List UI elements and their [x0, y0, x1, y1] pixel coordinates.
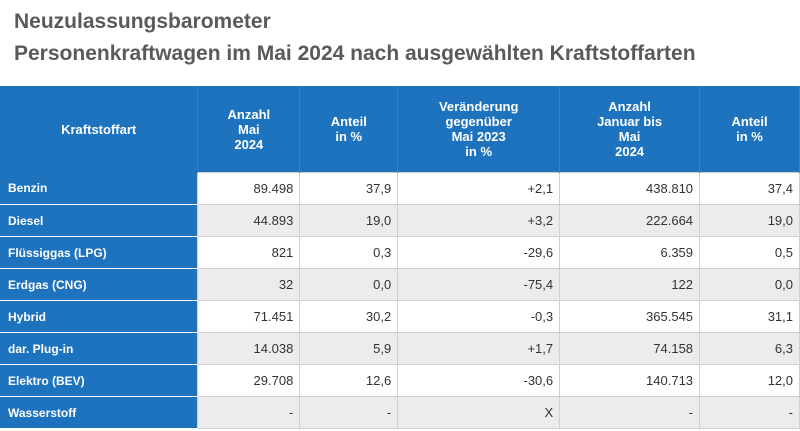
table-row: Hybrid 71.451 30,2 -0,3 365.545 31,1 — [0, 300, 800, 333]
header-line: Anzahl — [227, 106, 271, 122]
cell: - — [299, 396, 399, 429]
header-line: in % — [736, 129, 763, 144]
column-header: Anzahl Mai 2024 — [197, 86, 301, 173]
cell: 6.359 — [559, 236, 701, 269]
cell: -75,4 — [397, 268, 561, 301]
header-line: Januar bis — [597, 114, 663, 129]
table-row: Diesel 44.893 19,0 +3,2 222.664 19,0 — [0, 204, 800, 237]
column-header: Kraftstoffart — [0, 86, 199, 173]
row-label: Benzin — [0, 172, 198, 205]
cell: - — [559, 396, 701, 429]
header-line: in % — [335, 129, 363, 144]
cell: -29,6 — [397, 236, 561, 269]
column-header: Veränderung gegenüber Mai 2023 in % — [397, 86, 561, 173]
table-body: Benzin 89.498 37,9 +2,1 438.810 37,4 Diesel 44.… — [0, 172, 800, 429]
cell: 32 — [197, 268, 301, 301]
cell: 19,0 — [299, 204, 399, 237]
header-line: Anteil — [731, 114, 768, 129]
table-row: Elektro (BEV) 29.708 12,6 -30,6 140.713 12,0 — [0, 364, 800, 397]
cell: 0,0 — [699, 268, 800, 301]
cell: -0,3 — [397, 300, 561, 333]
row-label: Flüssiggas (LPG) — [0, 236, 198, 269]
cell: 140.713 — [559, 364, 701, 397]
header-line: in % — [465, 144, 493, 159]
cell: X — [397, 396, 561, 429]
table-row: Wasserstoff - - X - - — [0, 396, 800, 429]
header-line: 2024 — [615, 144, 645, 159]
cell: 19,0 — [699, 204, 800, 237]
cell: 365.545 — [559, 300, 701, 333]
cell: 5,9 — [299, 332, 399, 365]
cell: 14.038 — [197, 332, 301, 365]
cell: 74.158 — [559, 332, 701, 365]
row-label: Erdgas (CNG) — [0, 268, 198, 301]
cell: 71.451 — [197, 300, 301, 333]
cell: +3,2 — [397, 204, 561, 237]
cell: +1,7 — [397, 332, 561, 365]
cell: 821 — [197, 236, 301, 269]
row-label: Wasserstoff — [0, 396, 198, 429]
header-line: gegenüber — [445, 114, 512, 129]
cell: 438.810 — [559, 172, 701, 205]
header: Neuzulassungsbarometer Personenkraftwage… — [14, 6, 696, 70]
cell: - — [197, 396, 301, 429]
cell: +2,1 — [397, 172, 561, 205]
header-line: Mai — [618, 129, 641, 144]
table: Kraftstoffart Anzahl Mai 2024 Anteil in % Verä… — [0, 86, 800, 429]
row-label: dar. Plug-in — [0, 332, 198, 365]
cell: 31,1 — [699, 300, 800, 333]
header-line: Veränderung — [438, 99, 519, 114]
table-row: dar. Plug-in 14.038 5,9 +1,7 74.158 6,3 — [0, 332, 800, 365]
header-line: Anteil — [330, 114, 367, 129]
row-label: Hybrid — [0, 300, 198, 333]
subtitle: Personenkraftwagen im Mai 2024 nach ausg… — [14, 42, 696, 65]
cell: 89.498 — [197, 172, 301, 205]
table-row: Benzin 89.498 37,9 +2,1 438.810 37,4 — [0, 172, 800, 205]
cell: 6,3 — [699, 332, 800, 365]
cell: 37,4 — [699, 172, 800, 205]
cell: 30,2 — [299, 300, 399, 333]
cell: 0,3 — [299, 236, 399, 269]
table-row: Flüssiggas (LPG) 821 0,3 -29,6 6.359 0,5 — [0, 236, 800, 269]
cell: -30,6 — [397, 364, 561, 397]
header-line: Anzahl — [608, 99, 651, 114]
header-row: Kraftstoffart Anzahl Mai 2024 Anteil in % Verä… — [0, 86, 800, 173]
header-line: Kraftstoffart — [61, 121, 137, 137]
row-label: Diesel — [0, 204, 198, 237]
cell: 44.893 — [197, 204, 301, 237]
column-header: Anteil in % — [699, 86, 800, 173]
column-header: Anzahl Januar bis Mai 2024 — [559, 86, 701, 173]
column-header: Anteil in % — [299, 86, 399, 173]
cell: 222.664 — [559, 204, 701, 237]
header-line: 2024 — [234, 136, 264, 152]
header-line: Mai — [237, 121, 260, 137]
title: Neuzulassungsbarometer — [14, 10, 271, 33]
cell: 12,6 — [299, 364, 399, 397]
cell: 0,0 — [299, 268, 399, 301]
cell: 12,0 — [699, 364, 800, 397]
cell: 122 — [559, 268, 701, 301]
cell: 29.708 — [197, 364, 301, 397]
cell: 37,9 — [299, 172, 399, 205]
cell: - — [699, 396, 800, 429]
row-label: Elektro (BEV) — [0, 364, 198, 397]
table-row: Erdgas (CNG) 32 0,0 -75,4 122 0,0 — [0, 268, 800, 301]
header-line: Mai 2023 — [451, 129, 506, 144]
cell: 0,5 — [699, 236, 800, 269]
